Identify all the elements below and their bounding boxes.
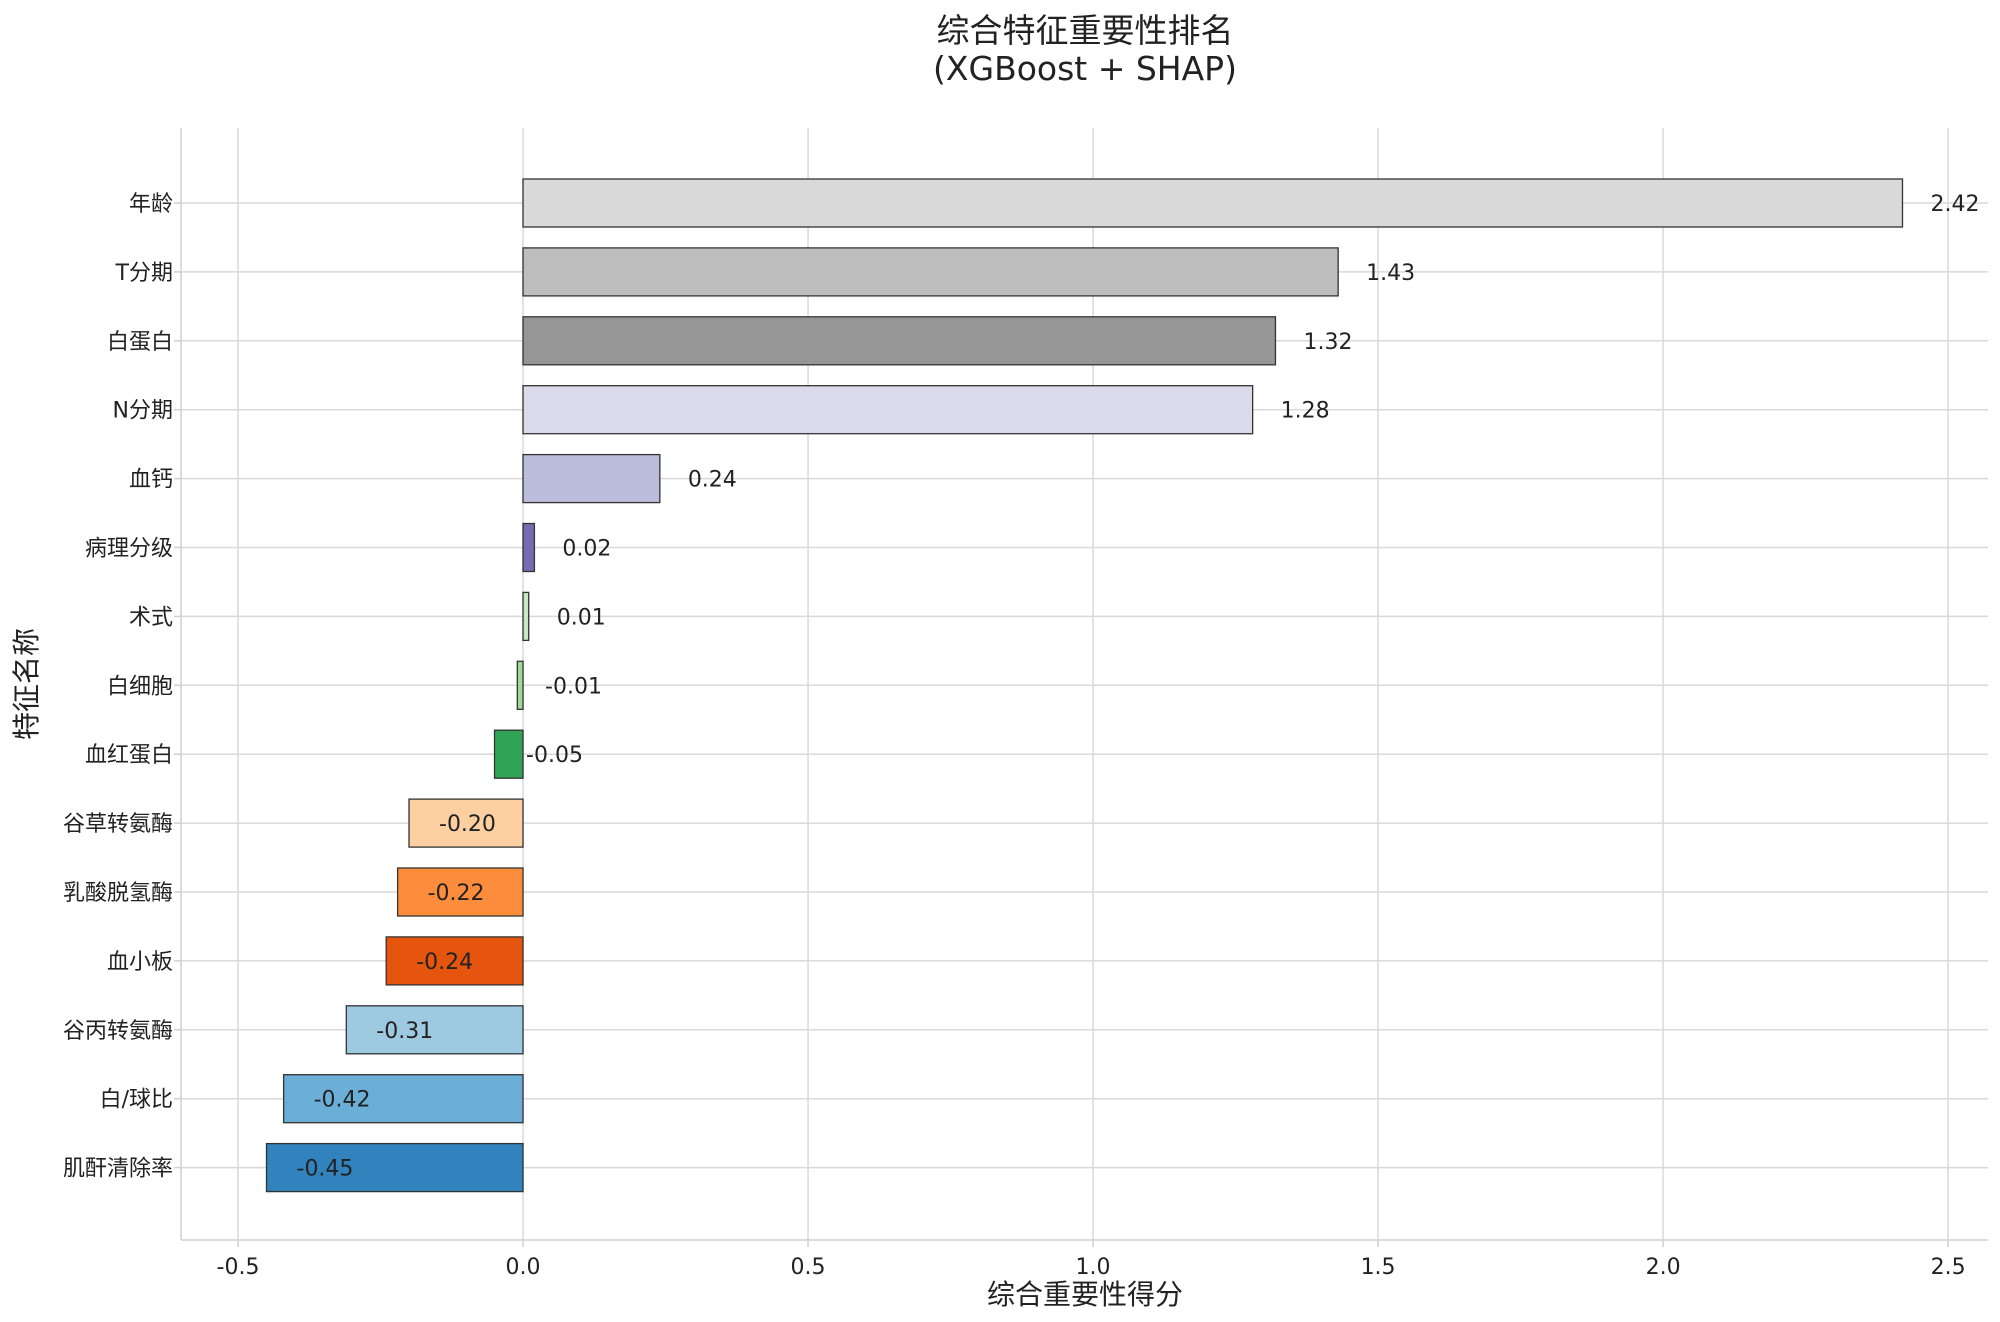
bar xyxy=(522,591,530,642)
category-label: 血红蛋白 xyxy=(85,743,173,768)
bar xyxy=(282,1074,524,1124)
value-label: -0.20 xyxy=(439,812,496,837)
x-tick-label: 0.0 xyxy=(506,1255,541,1280)
category-label: 白细胞 xyxy=(107,674,173,699)
bar xyxy=(516,660,524,710)
value-label: -0.45 xyxy=(297,1157,354,1182)
value-labels: 2.42 1.43 1.32 1.28 0.24 0.02 0.01 -0.01 -0.05 -0… xyxy=(297,192,1980,1182)
value-label: -0.31 xyxy=(376,1019,433,1044)
bar xyxy=(522,316,1277,366)
bars xyxy=(265,178,1904,1193)
bar xyxy=(522,178,1904,228)
grid xyxy=(181,128,1988,1240)
value-label: 0.24 xyxy=(688,468,737,493)
x-tick-label: 1.5 xyxy=(1361,1255,1396,1280)
value-label: 1.43 xyxy=(1366,261,1415,286)
chart-subtitle: (XGBoost + SHAP) xyxy=(933,49,1237,88)
value-label: -0.42 xyxy=(314,1088,371,1113)
bar xyxy=(408,798,524,848)
x-axis-ticks: -0.5 0.0 0.5 1.0 1.5 2.0 2.5 xyxy=(217,1240,1966,1280)
value-label: 2.42 xyxy=(1930,192,1979,217)
category-label: 白蛋白 xyxy=(107,330,173,355)
bar xyxy=(493,729,524,779)
bar xyxy=(522,247,1339,297)
category-label: 年龄 xyxy=(129,192,173,217)
y-axis-label: 特征名称 xyxy=(10,628,43,740)
category-label: 病理分级 xyxy=(85,537,173,562)
bar xyxy=(522,385,1254,435)
value-label: -0.22 xyxy=(428,881,485,906)
bar xyxy=(345,1005,524,1055)
bar xyxy=(522,522,536,573)
value-label: 1.28 xyxy=(1281,399,1330,424)
category-label: 谷丙转氨酶 xyxy=(63,1019,173,1044)
category-label: T分期 xyxy=(115,261,173,286)
category-label: 术式 xyxy=(129,605,173,630)
category-label: 血钙 xyxy=(129,468,173,493)
category-label: 白/球比 xyxy=(100,1088,173,1113)
bar xyxy=(522,453,661,504)
x-tick-label: -0.5 xyxy=(217,1255,260,1280)
value-label: 1.32 xyxy=(1303,330,1352,355)
x-tick-label: 2.0 xyxy=(1646,1255,1681,1280)
bar xyxy=(385,936,524,986)
x-tick-label: 1.0 xyxy=(1076,1255,1111,1280)
x-tick-label: 2.5 xyxy=(1931,1255,1966,1280)
x-axis-label: 综合重要性得分 xyxy=(987,1278,1183,1311)
value-label: 0.02 xyxy=(562,537,611,562)
x-tick-label: 0.5 xyxy=(791,1255,826,1280)
value-label: -0.01 xyxy=(545,674,602,699)
category-label: 谷草转氨酶 xyxy=(63,812,173,837)
chart-title: 综合特征重要性排名 xyxy=(937,11,1234,50)
bar xyxy=(265,1142,524,1193)
value-label: 0.01 xyxy=(557,605,606,630)
category-label: 血小板 xyxy=(107,950,173,975)
category-label: 肌酐清除率 xyxy=(63,1157,173,1182)
bar xyxy=(396,867,524,917)
value-label: -0.05 xyxy=(526,743,583,768)
category-label: 乳酸脱氢酶 xyxy=(63,881,173,906)
value-label: -0.24 xyxy=(416,950,473,975)
category-label: N分期 xyxy=(113,399,173,424)
